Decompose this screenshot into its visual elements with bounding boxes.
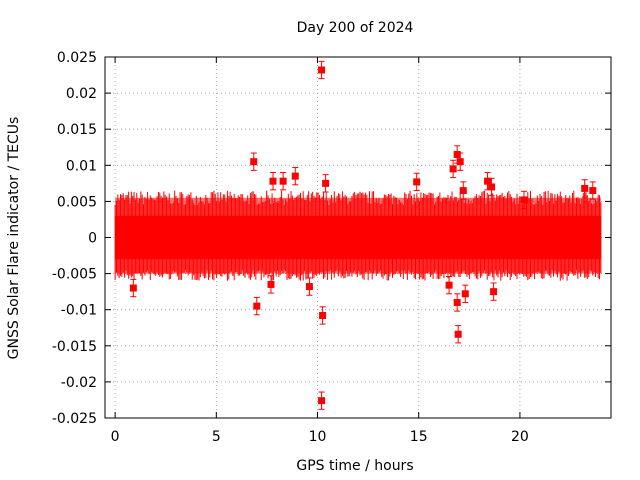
y-tick-label: -0.02 (61, 375, 97, 391)
y-tick-label: 0 (88, 231, 97, 247)
y-tick-label: 0.025 (57, 50, 97, 66)
data-point (129, 278, 137, 298)
point-marker (318, 397, 326, 405)
point-marker (318, 66, 326, 74)
point-marker (267, 280, 275, 288)
y-tick-label: -0.025 (52, 411, 97, 427)
point-marker (250, 158, 258, 166)
y-tick-label: -0.01 (61, 303, 97, 319)
point-marker (459, 187, 467, 195)
data-point (520, 190, 528, 210)
data-point (318, 391, 326, 410)
y-tick-label: -0.015 (52, 339, 97, 355)
data-points (129, 60, 597, 410)
data-point (456, 152, 464, 171)
point-marker (319, 311, 327, 319)
data-point (461, 284, 469, 303)
data-point (279, 172, 287, 191)
point-marker (279, 177, 287, 185)
point-marker (520, 196, 528, 204)
point-marker (454, 330, 462, 338)
point-marker (291, 172, 299, 180)
y-axis-ticks: -0.025 -0.02 -0.015 -0.01 -0.005 0 0.005 0.01 0.… (52, 50, 611, 427)
point-marker (445, 281, 453, 289)
data-point (453, 293, 461, 312)
y-axis-label: GNSS Solar Flare indicator / TECUs (6, 117, 22, 360)
point-marker (269, 177, 277, 185)
x-tick-label: 5 (212, 429, 221, 445)
point-marker (484, 177, 492, 185)
chart-title: Day 200 of 2024 (297, 20, 414, 36)
x-tick-label: 0 (111, 429, 120, 445)
data-point (269, 172, 277, 191)
point-marker (129, 284, 137, 292)
data-point (322, 174, 330, 193)
y-tick-label: 0.02 (66, 86, 97, 102)
point-marker (456, 158, 464, 166)
x-axis-ticks: 0 5 10 15 20 (111, 57, 529, 445)
data-point (253, 296, 261, 316)
x-tick-label: 15 (410, 429, 428, 445)
point-marker (581, 184, 589, 192)
point-marker (305, 283, 313, 291)
data-point (291, 166, 299, 186)
data-point (250, 152, 258, 171)
data-point (488, 177, 496, 197)
data-point (454, 325, 462, 344)
data-point (581, 179, 589, 198)
data-point (413, 172, 421, 192)
point-marker (488, 183, 496, 191)
point-marker (449, 165, 457, 173)
data-point (319, 306, 327, 325)
y-tick-label: 0.01 (66, 158, 97, 174)
x-tick-label: 20 (511, 429, 529, 445)
y-tick-label: -0.005 (52, 267, 97, 283)
data-point (445, 275, 453, 295)
point-marker (322, 179, 330, 187)
point-marker (413, 178, 421, 186)
point-marker (589, 187, 597, 195)
data-point (267, 275, 275, 294)
x-axis-label: GPS time / hours (296, 458, 413, 474)
point-marker (461, 290, 469, 298)
x-tick-label: 10 (309, 429, 327, 445)
y-tick-label: 0.005 (57, 194, 97, 210)
data-point (490, 282, 498, 301)
dense-data-band (114, 190, 602, 281)
point-marker (453, 150, 461, 158)
data-point (318, 60, 326, 80)
data-point (589, 181, 597, 200)
point-marker (253, 302, 261, 310)
data-point (459, 181, 467, 200)
data-point (449, 159, 457, 179)
point-marker (490, 288, 498, 296)
data-point (305, 277, 313, 296)
y-tick-label: 0.015 (57, 122, 97, 138)
point-marker (453, 298, 461, 306)
